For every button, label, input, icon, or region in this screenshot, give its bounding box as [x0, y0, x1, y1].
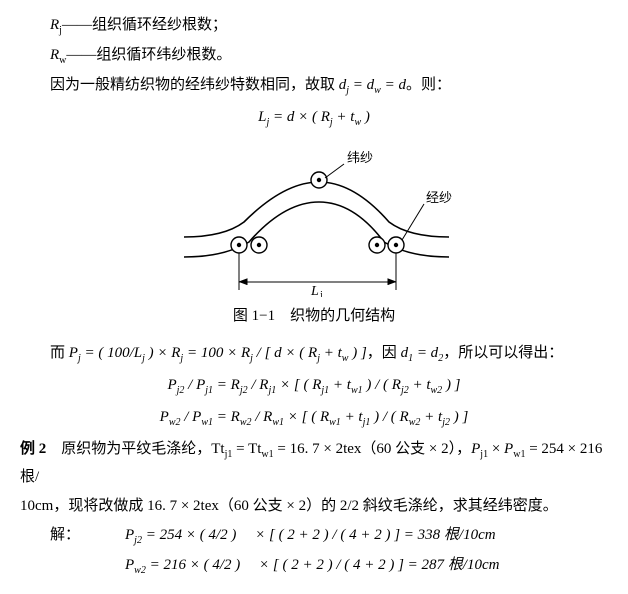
ex-l1b-sub: w1	[261, 449, 273, 460]
ex-l1b: = Tt	[232, 441, 261, 457]
ex-l1d-sub: j1	[480, 449, 488, 460]
rj-symbol: R	[50, 17, 59, 33]
ex-l1c: = 16. 7 × 2tex（60 公支 × 2），	[274, 441, 471, 457]
ex-l1e: ×	[488, 441, 504, 457]
para1-suffix: 。则：	[406, 77, 451, 93]
figure-warp-label: 经纱	[426, 190, 452, 205]
solution-label: 解：	[20, 522, 125, 550]
figure-diagram: 纬纱 经纱 L j	[20, 142, 608, 297]
ex-l1a: 原织物为平纹毛涤纶，Tt	[46, 441, 224, 457]
definition-rw: Rw——组织循环纬纱根数。	[20, 42, 608, 70]
para2-expr1: Pj = ( 100/Lj ) × Rj = 100 × Rj / [ d × …	[69, 345, 367, 361]
rw-desc: ——组织循环纬纱根数。	[66, 47, 231, 63]
paragraph-2: 而 Pj = ( 100/Lj ) × Rj = 100 × Rj / [ d …	[20, 340, 608, 368]
para2-expr2: d1 = d2	[397, 345, 443, 361]
solution-2-text: Pw2 = 216 × ( 4/2 ) × [ ( 2 + 2 ) / ( 4 …	[125, 557, 499, 573]
ex-l1d: P	[471, 441, 480, 457]
formula-2b-text: Pw2 / Pw1 = Rw2 / Rw1 × [ ( Rw1 + tj1 ) …	[160, 409, 469, 425]
para2-mid: ，因	[367, 345, 397, 361]
formula-2a-text: Pj2 / Pj1 = Rj2 / Rj1 × [ ( Rj1 + tw1 ) …	[167, 377, 460, 393]
para2-prefix: 而	[50, 345, 69, 361]
example-label: 例 2	[20, 441, 46, 457]
example-line2: 10cm，现将改做成 16. 7 × 2tex（60 公支 × 2）的 2/2 …	[20, 493, 608, 520]
figure-dim-sub: j	[319, 290, 323, 297]
formula-1: Lj = d × ( Rj + tw )	[20, 104, 608, 132]
ex-l1f-sub: w1	[513, 449, 525, 460]
solution-line2: Pw2 = 216 × ( 4/2 ) × [ ( 2 + 2 ) / ( 4 …	[20, 552, 608, 580]
formula-1-text: Lj = d × ( Rj + tw )	[258, 109, 370, 125]
solution-1-text: Pj2 = 254 × ( 4/2 ) × [ ( 2 + 2 ) / ( 4 …	[125, 522, 496, 550]
paragraph-1: 因为一般精纺织物的经纬纱特数相同，故取 dj = dw = d。则：	[20, 72, 608, 100]
example-line1: 例 2 原织物为平纹毛涤纶，Ttj1 = Ttw1 = 16. 7 × 2tex…	[20, 436, 608, 491]
rw-symbol: R	[50, 47, 59, 63]
ex-l1f: P	[504, 441, 513, 457]
figure-weft-label: 纬纱	[347, 150, 373, 165]
figure-dim-label: L	[310, 284, 319, 297]
definition-rj: Rj——组织循环经纱根数；	[20, 12, 608, 40]
formula-2b: Pw2 / Pw1 = Rw2 / Rw1 × [ ( Rw1 + tj1 ) …	[20, 404, 608, 432]
rj-desc: ——组织循环经纱根数；	[62, 17, 227, 33]
formula-2a: Pj2 / Pj1 = Rj2 / Rj1 × [ ( Rj1 + tw1 ) …	[20, 372, 608, 400]
para1-prefix: 因为一般精纺织物的经纬纱特数相同，故取	[50, 77, 339, 93]
para1-expr: dj = dw = d	[339, 77, 406, 93]
para2-suffix: ，所以可以得出：	[443, 345, 563, 361]
solution-line1: 解： Pj2 = 254 × ( 4/2 ) × [ ( 2 + 2 ) / (…	[20, 522, 608, 550]
figure-caption: 图 1−1 织物的几何结构	[20, 303, 608, 330]
